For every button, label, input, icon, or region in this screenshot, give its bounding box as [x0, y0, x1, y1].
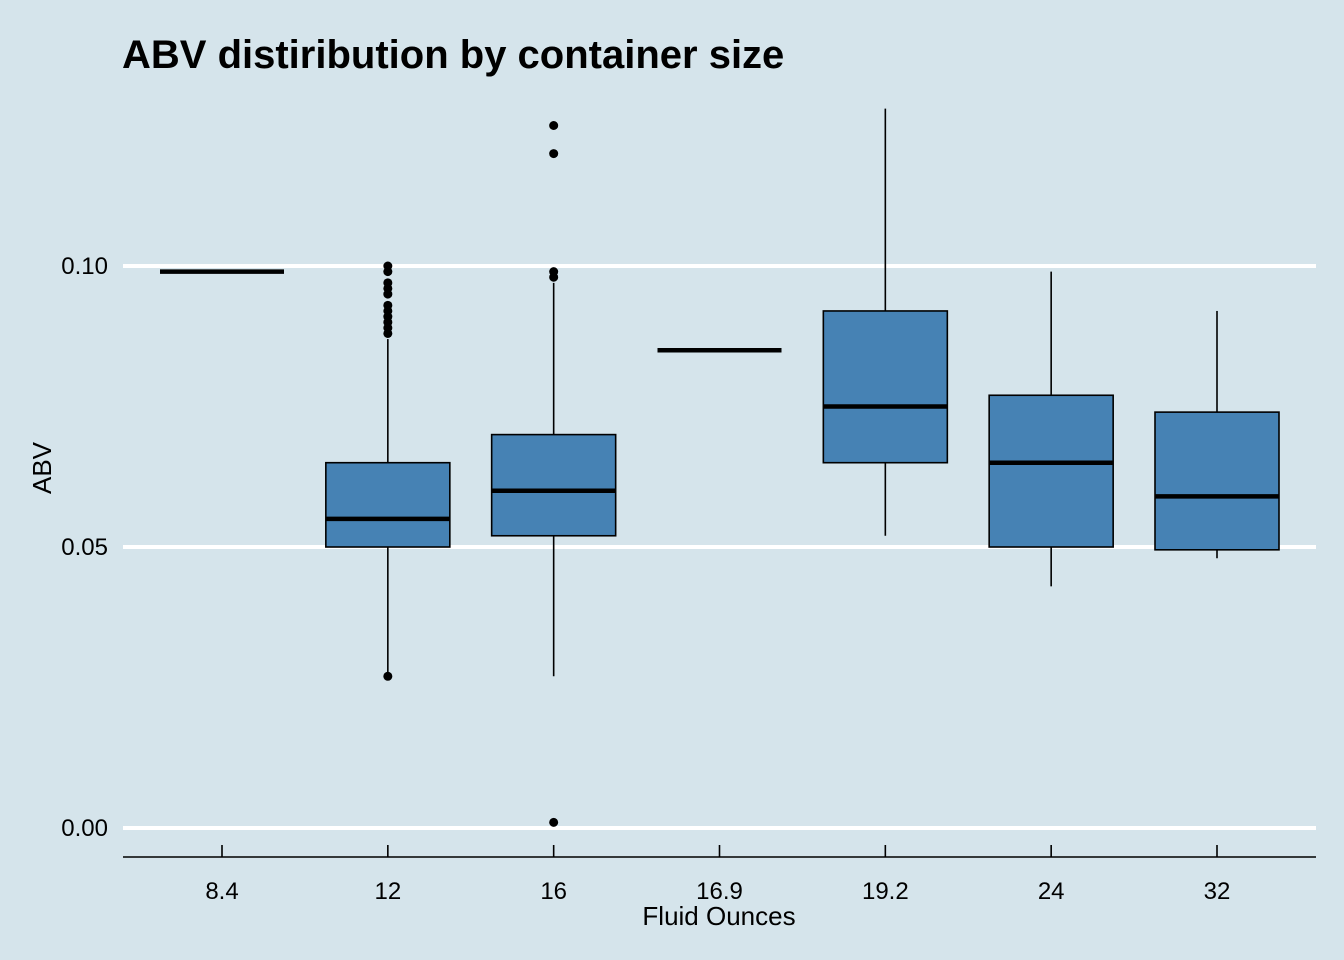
y-tick-label: 0.10	[61, 253, 108, 280]
outlier-point	[383, 278, 393, 288]
chart-title: ABV distiribution by container size	[122, 33, 784, 77]
x-axis-ticks: 8.4 12 16 16.9 19.2 24 32	[205, 845, 1230, 905]
box-group-24	[988, 271, 1114, 587]
outlier-point	[383, 671, 393, 681]
outlier-point	[383, 261, 393, 271]
y-tick-label: 0.00	[61, 815, 108, 842]
x-axis-label: Fluid Ounces	[642, 901, 795, 931]
box-group-12	[325, 261, 451, 681]
outlier-point	[549, 149, 559, 159]
x-tick-label: 8.4	[205, 878, 238, 905]
box	[325, 461, 451, 548]
outlier-point	[549, 267, 559, 277]
box-group-19-2	[822, 108, 949, 536]
y-axis-ticks: 0.00 0.05 0.10	[61, 253, 108, 842]
y-tick-label: 0.05	[61, 534, 108, 561]
x-tick-label: 32	[1204, 878, 1231, 905]
y-axis-label: ABV	[27, 441, 57, 494]
gridlines	[123, 264, 1316, 830]
box-group-32	[1154, 310, 1280, 559]
box-series	[160, 108, 1280, 827]
box	[988, 394, 1114, 548]
x-tick-label: 16	[540, 878, 567, 905]
box	[822, 310, 949, 464]
outlier-point	[549, 121, 559, 130]
x-tick-label: 12	[374, 878, 401, 905]
box	[490, 433, 617, 537]
x-tick-label: 19.2	[862, 878, 909, 905]
box-group-16	[490, 121, 617, 827]
x-tick-label: 24	[1038, 878, 1065, 905]
box	[1154, 411, 1280, 551]
outlier-point	[383, 300, 393, 310]
x-tick-label: 16.9	[696, 878, 743, 905]
outlier-point	[549, 817, 559, 827]
